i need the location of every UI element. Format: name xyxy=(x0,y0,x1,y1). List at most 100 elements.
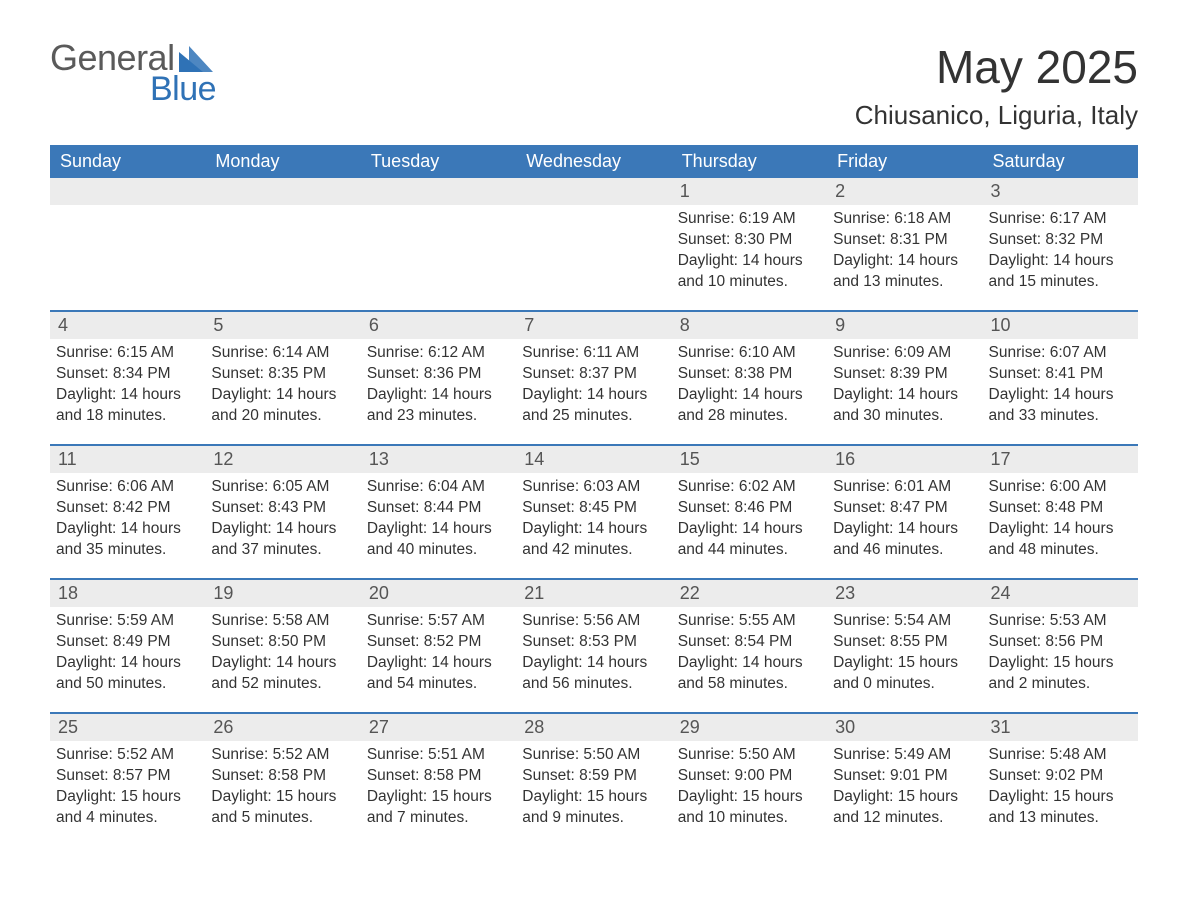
calendar-day-cell: 19Sunrise: 5:58 AMSunset: 8:50 PMDayligh… xyxy=(205,580,360,712)
calendar-day-cell: 7Sunrise: 6:11 AMSunset: 8:37 PMDaylight… xyxy=(516,312,671,444)
calendar-header-row: Sunday Monday Tuesday Wednesday Thursday… xyxy=(50,145,1138,178)
day-details: Sunrise: 5:56 AMSunset: 8:53 PMDaylight:… xyxy=(516,607,671,701)
day-header-thursday: Thursday xyxy=(672,145,827,178)
day-number: 28 xyxy=(516,714,671,741)
calendar-day-cell: 21Sunrise: 5:56 AMSunset: 8:53 PMDayligh… xyxy=(516,580,671,712)
calendar-day-cell: 4Sunrise: 6:15 AMSunset: 8:34 PMDaylight… xyxy=(50,312,205,444)
day-details: Sunrise: 5:49 AMSunset: 9:01 PMDaylight:… xyxy=(827,741,982,835)
calendar-week-row: 4Sunrise: 6:15 AMSunset: 8:34 PMDaylight… xyxy=(50,310,1138,444)
calendar-day-cell: 20Sunrise: 5:57 AMSunset: 8:52 PMDayligh… xyxy=(361,580,516,712)
day-number: 12 xyxy=(205,446,360,473)
day-details: Sunrise: 5:59 AMSunset: 8:49 PMDaylight:… xyxy=(50,607,205,701)
day-details: Sunrise: 6:09 AMSunset: 8:39 PMDaylight:… xyxy=(827,339,982,433)
calendar-day-cell: 27Sunrise: 5:51 AMSunset: 8:58 PMDayligh… xyxy=(361,714,516,846)
day-details: Sunrise: 6:07 AMSunset: 8:41 PMDaylight:… xyxy=(983,339,1138,433)
day-details: Sunrise: 6:15 AMSunset: 8:34 PMDaylight:… xyxy=(50,339,205,433)
day-number: 25 xyxy=(50,714,205,741)
day-details: Sunrise: 5:54 AMSunset: 8:55 PMDaylight:… xyxy=(827,607,982,701)
day-details: Sunrise: 5:51 AMSunset: 8:58 PMDaylight:… xyxy=(361,741,516,835)
calendar-day-cell: 3Sunrise: 6:17 AMSunset: 8:32 PMDaylight… xyxy=(983,178,1138,310)
calendar-table: Sunday Monday Tuesday Wednesday Thursday… xyxy=(50,145,1138,846)
day-number xyxy=(361,178,516,205)
day-details: Sunrise: 6:18 AMSunset: 8:31 PMDaylight:… xyxy=(827,205,982,299)
day-details: Sunrise: 5:55 AMSunset: 8:54 PMDaylight:… xyxy=(672,607,827,701)
day-details: Sunrise: 6:11 AMSunset: 8:37 PMDaylight:… xyxy=(516,339,671,433)
calendar-day-cell: 17Sunrise: 6:00 AMSunset: 8:48 PMDayligh… xyxy=(983,446,1138,578)
calendar-day-cell xyxy=(361,178,516,310)
day-details: Sunrise: 5:50 AMSunset: 9:00 PMDaylight:… xyxy=(672,741,827,835)
day-number: 3 xyxy=(983,178,1138,205)
day-details: Sunrise: 6:05 AMSunset: 8:43 PMDaylight:… xyxy=(205,473,360,567)
calendar-day-cell: 9Sunrise: 6:09 AMSunset: 8:39 PMDaylight… xyxy=(827,312,982,444)
calendar-day-cell: 25Sunrise: 5:52 AMSunset: 8:57 PMDayligh… xyxy=(50,714,205,846)
day-details: Sunrise: 5:58 AMSunset: 8:50 PMDaylight:… xyxy=(205,607,360,701)
day-details: Sunrise: 6:10 AMSunset: 8:38 PMDaylight:… xyxy=(672,339,827,433)
day-number: 2 xyxy=(827,178,982,205)
day-details: Sunrise: 6:06 AMSunset: 8:42 PMDaylight:… xyxy=(50,473,205,567)
day-number: 26 xyxy=(205,714,360,741)
calendar-day-cell xyxy=(205,178,360,310)
day-details: Sunrise: 5:48 AMSunset: 9:02 PMDaylight:… xyxy=(983,741,1138,835)
day-number xyxy=(205,178,360,205)
day-details: Sunrise: 6:14 AMSunset: 8:35 PMDaylight:… xyxy=(205,339,360,433)
day-number: 11 xyxy=(50,446,205,473)
calendar-day-cell: 8Sunrise: 6:10 AMSunset: 8:38 PMDaylight… xyxy=(672,312,827,444)
day-number: 21 xyxy=(516,580,671,607)
day-number: 20 xyxy=(361,580,516,607)
day-number: 29 xyxy=(672,714,827,741)
day-details: Sunrise: 6:03 AMSunset: 8:45 PMDaylight:… xyxy=(516,473,671,567)
day-number: 15 xyxy=(672,446,827,473)
day-header-saturday: Saturday xyxy=(983,145,1138,178)
day-number: 7 xyxy=(516,312,671,339)
day-number: 30 xyxy=(827,714,982,741)
day-number: 9 xyxy=(827,312,982,339)
calendar-day-cell: 10Sunrise: 6:07 AMSunset: 8:41 PMDayligh… xyxy=(983,312,1138,444)
page-title: May 2025 xyxy=(855,40,1138,94)
calendar-day-cell: 6Sunrise: 6:12 AMSunset: 8:36 PMDaylight… xyxy=(361,312,516,444)
calendar-day-cell: 29Sunrise: 5:50 AMSunset: 9:00 PMDayligh… xyxy=(672,714,827,846)
day-details: Sunrise: 5:57 AMSunset: 8:52 PMDaylight:… xyxy=(361,607,516,701)
calendar-day-cell: 28Sunrise: 5:50 AMSunset: 8:59 PMDayligh… xyxy=(516,714,671,846)
day-number: 8 xyxy=(672,312,827,339)
calendar-day-cell: 31Sunrise: 5:48 AMSunset: 9:02 PMDayligh… xyxy=(983,714,1138,846)
day-header-tuesday: Tuesday xyxy=(361,145,516,178)
day-details: Sunrise: 6:00 AMSunset: 8:48 PMDaylight:… xyxy=(983,473,1138,567)
calendar-day-cell: 12Sunrise: 6:05 AMSunset: 8:43 PMDayligh… xyxy=(205,446,360,578)
day-details: Sunrise: 5:50 AMSunset: 8:59 PMDaylight:… xyxy=(516,741,671,835)
calendar-day-cell: 22Sunrise: 5:55 AMSunset: 8:54 PMDayligh… xyxy=(672,580,827,712)
day-number: 31 xyxy=(983,714,1138,741)
calendar-day-cell: 18Sunrise: 5:59 AMSunset: 8:49 PMDayligh… xyxy=(50,580,205,712)
day-details: Sunrise: 6:17 AMSunset: 8:32 PMDaylight:… xyxy=(983,205,1138,299)
day-details: Sunrise: 6:12 AMSunset: 8:36 PMDaylight:… xyxy=(361,339,516,433)
calendar-day-cell: 23Sunrise: 5:54 AMSunset: 8:55 PMDayligh… xyxy=(827,580,982,712)
calendar-day-cell xyxy=(516,178,671,310)
day-header-sunday: Sunday xyxy=(50,145,205,178)
day-details: Sunrise: 6:19 AMSunset: 8:30 PMDaylight:… xyxy=(672,205,827,299)
day-number: 27 xyxy=(361,714,516,741)
location-subtitle: Chiusanico, Liguria, Italy xyxy=(855,100,1138,131)
day-number: 5 xyxy=(205,312,360,339)
calendar-day-cell: 13Sunrise: 6:04 AMSunset: 8:44 PMDayligh… xyxy=(361,446,516,578)
calendar-week-row: 18Sunrise: 5:59 AMSunset: 8:49 PMDayligh… xyxy=(50,578,1138,712)
day-number: 17 xyxy=(983,446,1138,473)
day-number: 14 xyxy=(516,446,671,473)
day-details: Sunrise: 5:52 AMSunset: 8:58 PMDaylight:… xyxy=(205,741,360,835)
calendar-day-cell: 16Sunrise: 6:01 AMSunset: 8:47 PMDayligh… xyxy=(827,446,982,578)
day-header-wednesday: Wednesday xyxy=(516,145,671,178)
logo: General Blue xyxy=(50,40,216,106)
calendar-day-cell: 5Sunrise: 6:14 AMSunset: 8:35 PMDaylight… xyxy=(205,312,360,444)
day-number: 13 xyxy=(361,446,516,473)
day-number: 16 xyxy=(827,446,982,473)
day-header-monday: Monday xyxy=(205,145,360,178)
day-number: 23 xyxy=(827,580,982,607)
day-details: Sunrise: 6:01 AMSunset: 8:47 PMDaylight:… xyxy=(827,473,982,567)
day-details: Sunrise: 5:53 AMSunset: 8:56 PMDaylight:… xyxy=(983,607,1138,701)
day-details: Sunrise: 6:02 AMSunset: 8:46 PMDaylight:… xyxy=(672,473,827,567)
day-number: 6 xyxy=(361,312,516,339)
calendar-day-cell xyxy=(50,178,205,310)
day-number: 18 xyxy=(50,580,205,607)
calendar-day-cell: 14Sunrise: 6:03 AMSunset: 8:45 PMDayligh… xyxy=(516,446,671,578)
calendar-day-cell: 26Sunrise: 5:52 AMSunset: 8:58 PMDayligh… xyxy=(205,714,360,846)
day-number: 24 xyxy=(983,580,1138,607)
calendar-day-cell: 2Sunrise: 6:18 AMSunset: 8:31 PMDaylight… xyxy=(827,178,982,310)
